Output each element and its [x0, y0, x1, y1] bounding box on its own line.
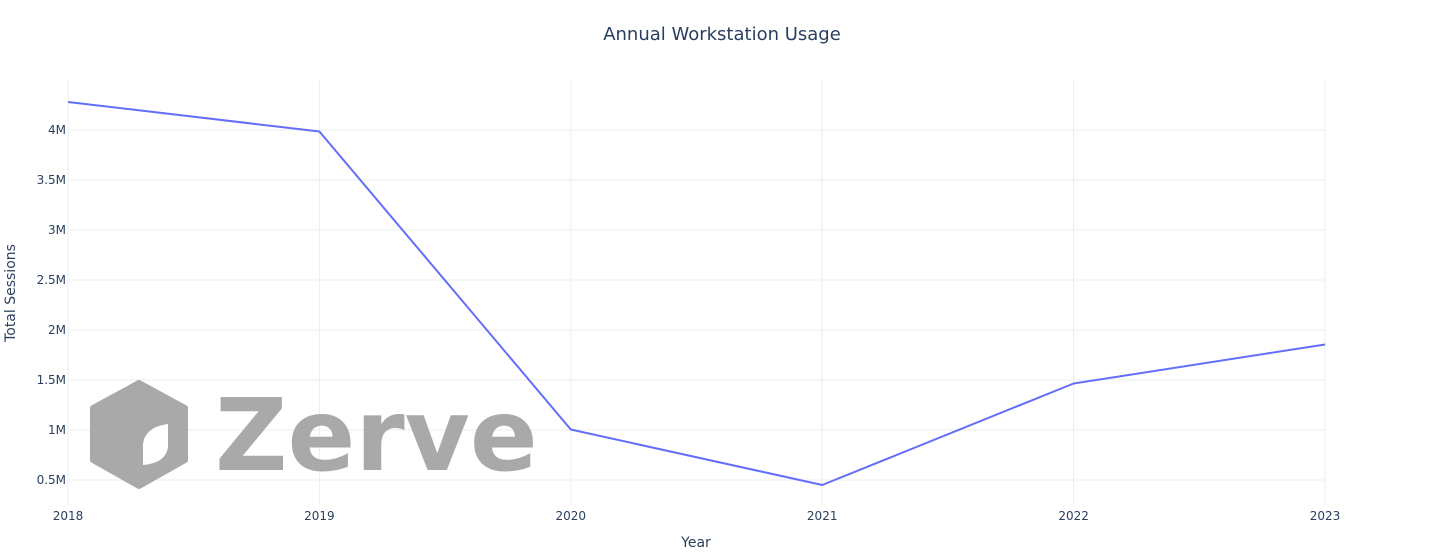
y-tick-label: 1.5M [37, 373, 66, 387]
y-tick-label: 1M [48, 423, 66, 437]
x-tick-label: 2022 [1058, 509, 1089, 523]
x-tick-labels: 2018 2019 2020 2021 2022 2023 [53, 509, 1341, 523]
x-tick-label: 2020 [556, 509, 587, 523]
series-layer [67, 101, 1326, 486]
x-tick-label: 2019 [304, 509, 335, 523]
y-tick-label: 0.5M [37, 473, 66, 487]
x-tick-label: 2023 [1310, 509, 1341, 523]
x-axis-title: Year [680, 535, 711, 551]
y-gridlines [68, 129, 1325, 481]
y-tick-label: 2M [48, 323, 66, 337]
x-tick-label: 2018 [53, 509, 84, 523]
zerve-wordmark: Zerve [215, 377, 538, 494]
series-line-0 [67, 101, 1326, 486]
y-tick-label: 2.5M [37, 273, 66, 287]
x-tick-label: 2021 [807, 509, 838, 523]
chart-title: Annual Workstation Usage [603, 24, 841, 45]
y-tick-label: 4M [48, 123, 66, 137]
y-tick-label: 3.5M [37, 173, 66, 187]
y-tick-labels: 0.5M 1M 1.5M 2M 2.5M 3M 3.5M 4M [37, 123, 66, 487]
y-axis-title: Total Sessions [3, 244, 19, 343]
y-tick-label: 3M [48, 223, 66, 237]
x-gridlines [67, 80, 1326, 505]
zerve-logo-icon [90, 380, 188, 489]
zerve-watermark: Zerve [90, 377, 538, 494]
